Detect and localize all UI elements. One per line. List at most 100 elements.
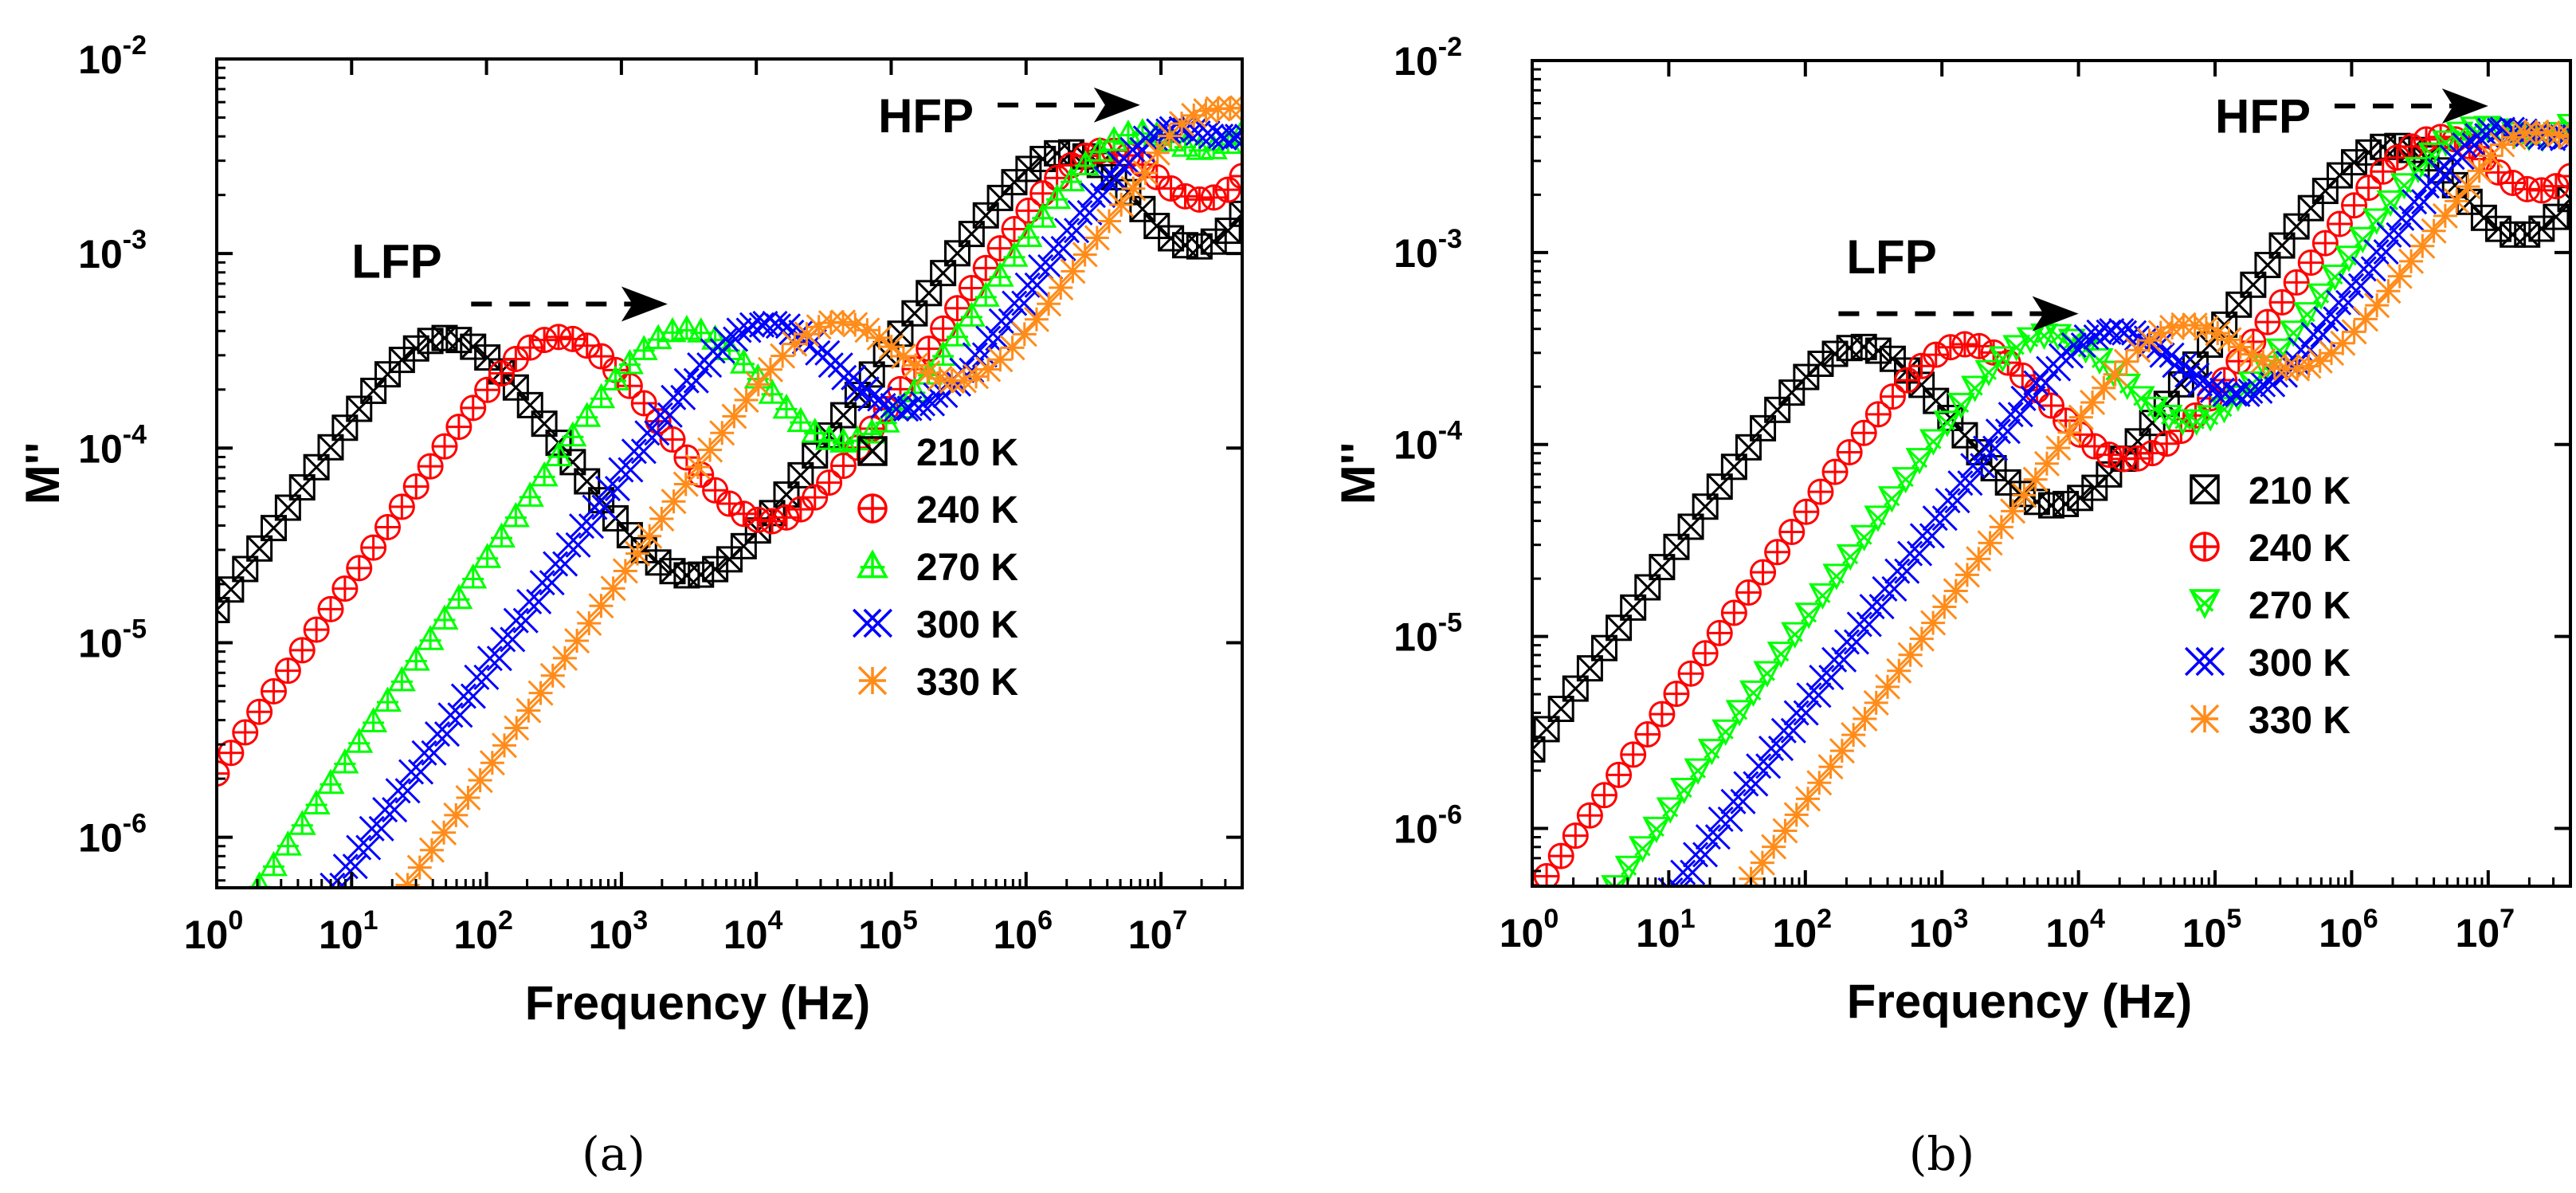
data-point <box>394 872 421 888</box>
data-point <box>1146 118 1182 144</box>
data-point <box>2413 126 2440 153</box>
data-point <box>2489 131 2515 158</box>
series-330k <box>394 95 1242 888</box>
data-point <box>516 481 544 507</box>
x-tick-label: 100 <box>1500 904 1559 956</box>
data-point <box>1821 646 1857 673</box>
data-point <box>2326 210 2353 237</box>
data-point <box>594 475 631 502</box>
data-point <box>830 453 857 480</box>
annotation-arrow-head <box>621 286 668 322</box>
data-point <box>1864 401 1892 428</box>
data-point <box>431 433 458 460</box>
data-point <box>2254 308 2281 336</box>
data-point <box>1132 125 1168 151</box>
chart-panel-a: (a) 100 101 102 103 104 105 106 107 10-6 10-5 10-4… <box>16 30 1244 1181</box>
y-tick-label: 10-6 <box>78 809 147 861</box>
data-point <box>2153 430 2180 457</box>
data-point <box>1060 258 1086 285</box>
data-point <box>1884 558 1920 584</box>
data-point <box>1642 816 1671 844</box>
data-point <box>890 343 917 370</box>
annotation-hfp: HFP <box>2215 90 2311 143</box>
data-point <box>1821 458 1849 485</box>
data-point <box>2136 328 2162 354</box>
data-point <box>1002 290 1037 316</box>
data-point <box>288 810 316 835</box>
data-point <box>2362 208 2391 235</box>
data-point <box>688 561 715 588</box>
data-point <box>2080 389 2106 416</box>
plot-area <box>217 95 1242 888</box>
data-point <box>568 513 605 540</box>
data-point <box>2199 377 2235 403</box>
data-point <box>697 437 723 463</box>
data-point <box>2053 490 2080 517</box>
data-point <box>1864 505 1892 532</box>
data-point <box>1750 559 1777 586</box>
data-point <box>1872 575 1907 602</box>
data-point <box>2009 362 2036 389</box>
data-point <box>516 391 543 418</box>
data-point <box>958 221 985 248</box>
data-point <box>1711 719 1740 746</box>
data-point <box>901 300 928 327</box>
data-point <box>555 532 591 558</box>
data-point <box>1749 850 1775 876</box>
data-point <box>1809 665 1845 691</box>
legend-marker <box>2184 646 2225 677</box>
data-point <box>1933 410 1962 438</box>
data-point <box>474 376 501 403</box>
data-point <box>1000 241 1029 267</box>
data-point <box>516 588 552 615</box>
data-point <box>2033 450 2060 477</box>
data-point <box>360 377 387 404</box>
data-point <box>2514 175 2541 202</box>
data-point <box>418 837 445 863</box>
data-point <box>1852 705 1878 732</box>
data-point <box>1067 199 1103 226</box>
data-point <box>2168 409 2197 436</box>
data-point <box>615 348 644 375</box>
data-point <box>672 471 699 497</box>
caption-b: (b) <box>1909 1127 1974 1181</box>
data-point <box>1590 782 1617 809</box>
data-point <box>406 854 433 881</box>
data-point <box>460 333 487 360</box>
data-point <box>1172 117 1208 143</box>
data-point <box>1011 321 1037 347</box>
data-point <box>2099 318 2135 344</box>
y-tick-label: 10-4 <box>1394 416 1462 468</box>
data-point <box>2390 173 2418 200</box>
data-point <box>564 627 590 654</box>
annotation-lfp: LFP <box>351 235 441 288</box>
data-point <box>1829 738 1855 764</box>
data-point <box>1606 761 1633 788</box>
data-point <box>2338 273 2374 299</box>
legend: 210 K 240 K 270 K 300 K 330 K <box>852 432 1018 704</box>
x-tick-label: 106 <box>2319 904 2378 956</box>
data-point <box>1864 337 1892 364</box>
data-point <box>1229 163 1242 190</box>
x-tick-label: 105 <box>858 905 918 957</box>
x-tick-label: 106 <box>994 905 1053 957</box>
data-point <box>866 324 892 351</box>
annotation-arrow-head <box>2032 296 2079 332</box>
data-point <box>2212 381 2248 407</box>
data-point <box>259 850 288 877</box>
data-point <box>2351 256 2386 282</box>
legend-marker <box>2190 532 2220 562</box>
data-point <box>1029 202 1057 228</box>
data-point <box>2352 306 2378 332</box>
x-axis-title: Frequency (Hz) <box>1847 975 2192 1028</box>
data-point <box>2250 347 2276 374</box>
x-tick-label: 101 <box>319 905 378 957</box>
data-point <box>1778 518 1806 545</box>
data-point <box>2439 144 2475 171</box>
data-point <box>2514 221 2541 248</box>
data-point <box>2186 371 2223 397</box>
data-point <box>2275 350 2311 376</box>
data-point <box>1692 640 1719 667</box>
y-tick-label: 10-3 <box>78 225 147 277</box>
x-tick-label: 100 <box>184 905 244 957</box>
